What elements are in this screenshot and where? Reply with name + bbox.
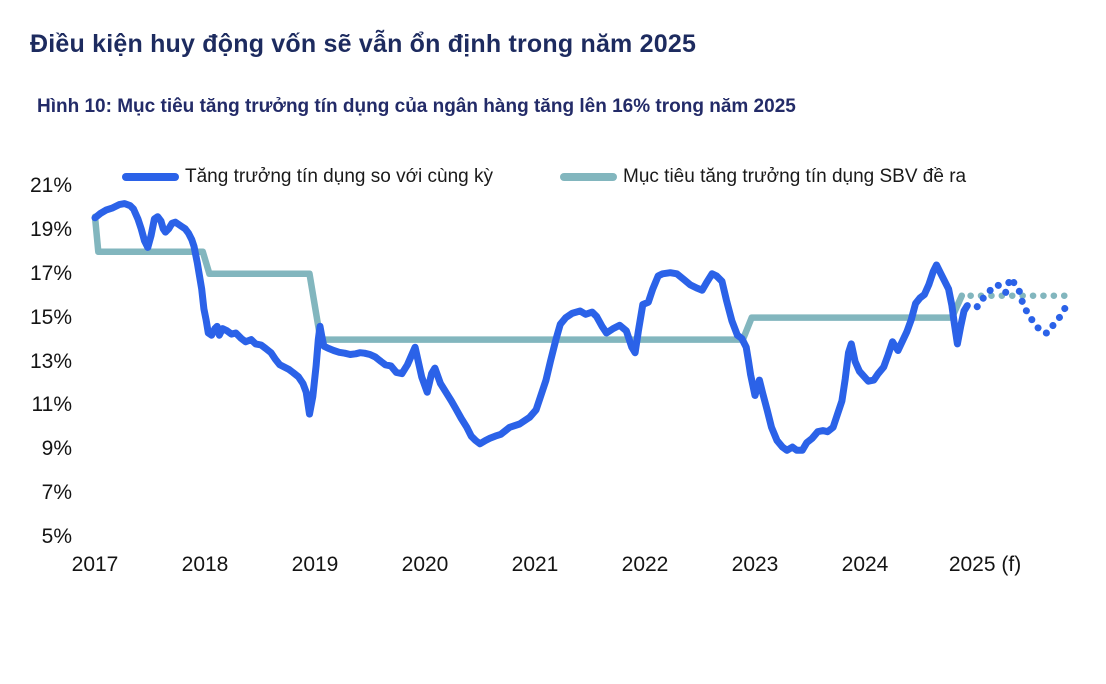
plot-area xyxy=(0,0,1106,684)
x-tick-label: 2024 xyxy=(800,553,930,577)
y-tick-label: 15% xyxy=(0,306,72,330)
credit-growth-line xyxy=(95,204,967,451)
y-tick-label: 11% xyxy=(0,393,72,417)
legend-item-credit-growth: Tăng trưởng tín dụng so với cùng kỳ xyxy=(122,166,493,188)
report-page: Điều kiện huy động vốn sẽ vẫn ổn định tr… xyxy=(0,0,1106,684)
y-tick-label: 5% xyxy=(0,525,72,549)
y-tick-label: 9% xyxy=(0,437,72,461)
x-tick-label: 2025 (f) xyxy=(920,553,1050,577)
y-tick-label: 17% xyxy=(0,262,72,286)
legend-label-credit-growth: Tăng trưởng tín dụng so với cùng kỳ xyxy=(185,166,493,188)
sbv-target-line xyxy=(95,217,962,340)
legend-item-sbv-target: Mục tiêu tăng trưởng tín dụng SBV đề ra xyxy=(560,166,966,188)
credit-growth-chart: Tăng trưởng tín dụng so với cùng kỳ Mục … xyxy=(0,120,1106,620)
sbv-target-line-swatch xyxy=(560,173,617,181)
credit-growth-line-swatch xyxy=(122,173,179,181)
legend-label-sbv-target: Mục tiêu tăng trưởng tín dụng SBV đề ra xyxy=(623,166,966,188)
y-tick-label: 21% xyxy=(0,174,72,198)
credit-growth-forecast-line xyxy=(977,278,1067,333)
y-tick-label: 13% xyxy=(0,350,72,374)
y-tick-label: 19% xyxy=(0,218,72,242)
y-tick-label: 7% xyxy=(0,481,72,505)
